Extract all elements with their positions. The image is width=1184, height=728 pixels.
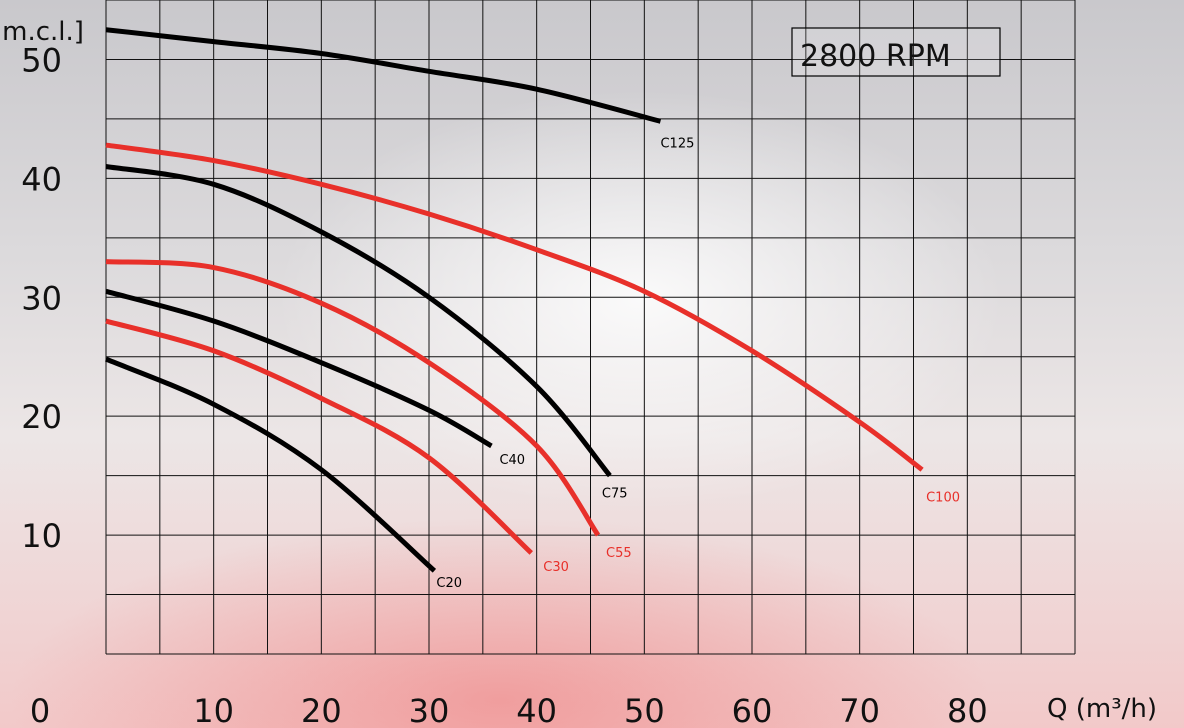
- series-label-c100: C100: [926, 491, 960, 506]
- series-label-c75: C75: [602, 487, 628, 502]
- rpm-annotation-box: [791, 27, 1001, 77]
- x-tick-label: 20: [301, 692, 342, 728]
- y-tick-label: 20: [21, 398, 62, 436]
- series-labels: C20 C30 C40 C55 C75 C100 C125: [436, 136, 960, 590]
- series-line-c125: [105, 27, 662, 124]
- x-tick-label: 80: [947, 692, 988, 728]
- x-tick-label: 0: [30, 692, 50, 728]
- tick-labels: 0 10 20 30 40 50 60 70 80 10 20 30 40 50: [21, 41, 987, 728]
- rpm-annotation: 2800 RPM: [791, 27, 1001, 77]
- series-line-c20: [105, 356, 437, 573]
- series-lines: [105, 27, 924, 573]
- grid: [105, 0, 1076, 655]
- series-line-c75: [105, 164, 612, 478]
- x-tick-label: 40: [516, 692, 557, 728]
- x-tick-label: 70: [839, 692, 880, 728]
- y-tick-label: 10: [21, 517, 62, 555]
- series-label-c40: C40: [499, 453, 525, 468]
- series-label-c55: C55: [606, 546, 632, 561]
- x-tick-label: 10: [193, 692, 234, 728]
- series-label-c30: C30: [543, 560, 569, 575]
- series-line-c55: [105, 259, 601, 537]
- y-tick-label: 40: [21, 160, 62, 198]
- series-line-c30: [105, 318, 533, 555]
- series-label-c125: C125: [660, 136, 694, 151]
- rpm-annotation-text: 2800 RPM: [800, 39, 951, 74]
- y-tick-label: 50: [21, 41, 62, 79]
- x-axis-label: Q (m³/h): [1047, 694, 1157, 724]
- series-label-c20: C20: [436, 576, 462, 591]
- x-tick-label: 30: [409, 692, 450, 728]
- x-tick-label: 60: [732, 692, 773, 728]
- x-tick-label: 50: [624, 692, 665, 728]
- y-tick-label: 30: [21, 279, 62, 317]
- series-line-c100: [105, 142, 924, 472]
- y-axis-label: [m.c.l.]: [0, 17, 84, 47]
- series-line-c40: [105, 288, 493, 449]
